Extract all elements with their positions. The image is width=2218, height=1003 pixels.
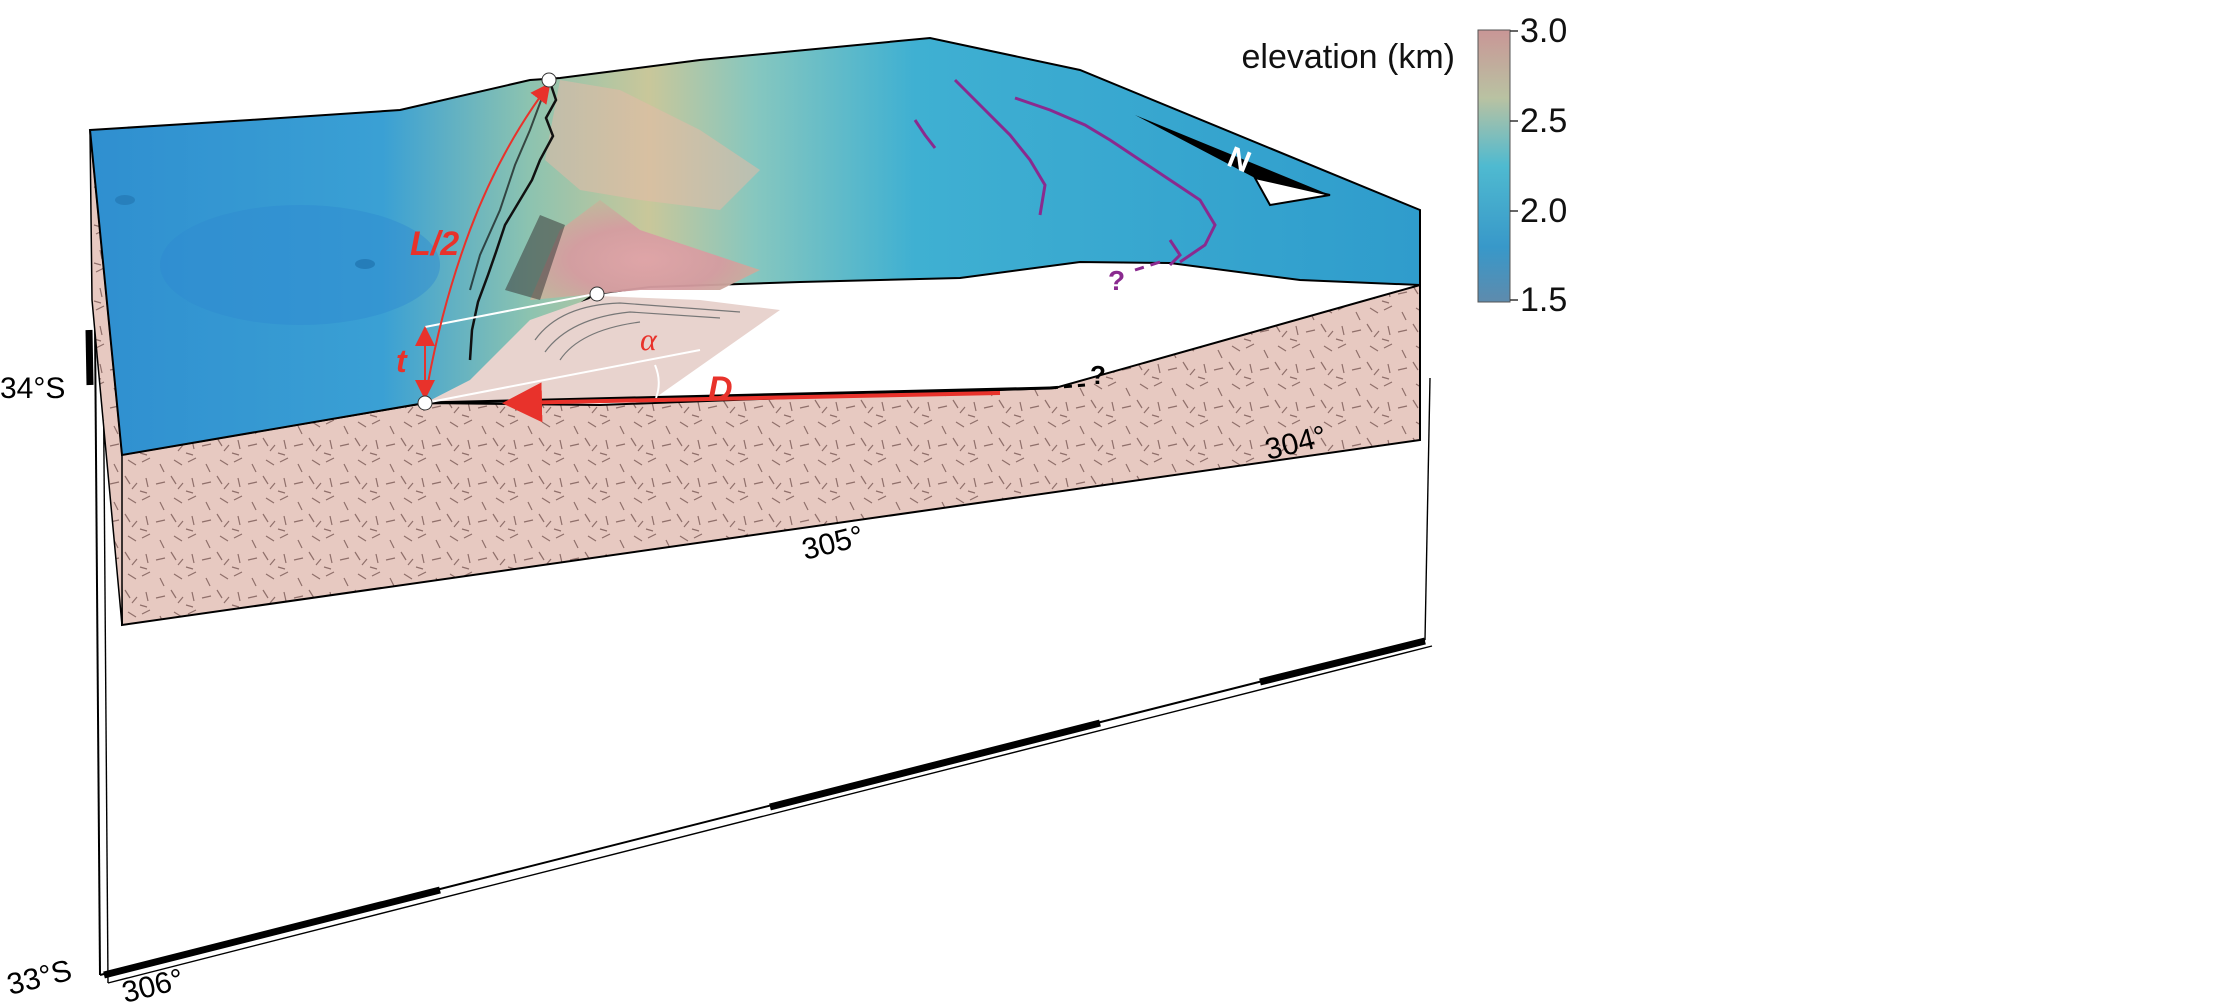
reference-lines — [424, 293, 701, 404]
lat-label-34: 34°S — [0, 372, 65, 405]
crater-small — [355, 259, 375, 269]
purple-faults — [913, 78, 1217, 272]
fault-question-label: ? — [1090, 360, 1106, 390]
dip-angle-label: α — [640, 321, 658, 357]
point-base — [417, 395, 433, 411]
displacement-label: D — [708, 370, 733, 408]
fold-wedge — [425, 296, 780, 403]
ridge-upper — [545, 80, 760, 210]
colorbar: elevation (km) 3.0 2.5 2.0 1.5 — [1241, 12, 1567, 319]
colorbar-tick-3-0: 3.0 — [1520, 12, 1567, 50]
thickness-label: t — [396, 343, 408, 379]
point-top — [541, 72, 557, 88]
colorbar-title: elevation (km) — [1241, 38, 1455, 76]
ridge-crest — [530, 200, 760, 300]
purple-question-label: ? — [1108, 265, 1125, 296]
crater-left — [115, 195, 135, 205]
point-mid — [589, 286, 605, 302]
scarp-trace — [468, 81, 558, 361]
ridge-shadow — [505, 215, 565, 300]
thrust-fault-dashed — [1049, 383, 1086, 390]
axis-scale-bars — [85, 329, 1426, 979]
colorbar-tick-1-5: 1.5 — [1520, 281, 1567, 319]
scarp-trace-2 — [469, 94, 544, 291]
colorbar-tick-2-0: 2.0 — [1520, 192, 1567, 230]
red-annotations — [415, 82, 1001, 423]
fold-layers — [534, 302, 741, 361]
colorbar-gradient — [1477, 29, 1511, 303]
crater-basin — [160, 205, 440, 325]
lat-label-33: 33°S — [4, 954, 75, 1002]
colorbar-tick-2-5: 2.5 — [1520, 102, 1567, 140]
half-length-label: L/2 — [410, 225, 459, 263]
north-arrow: N — [1135, 115, 1331, 207]
